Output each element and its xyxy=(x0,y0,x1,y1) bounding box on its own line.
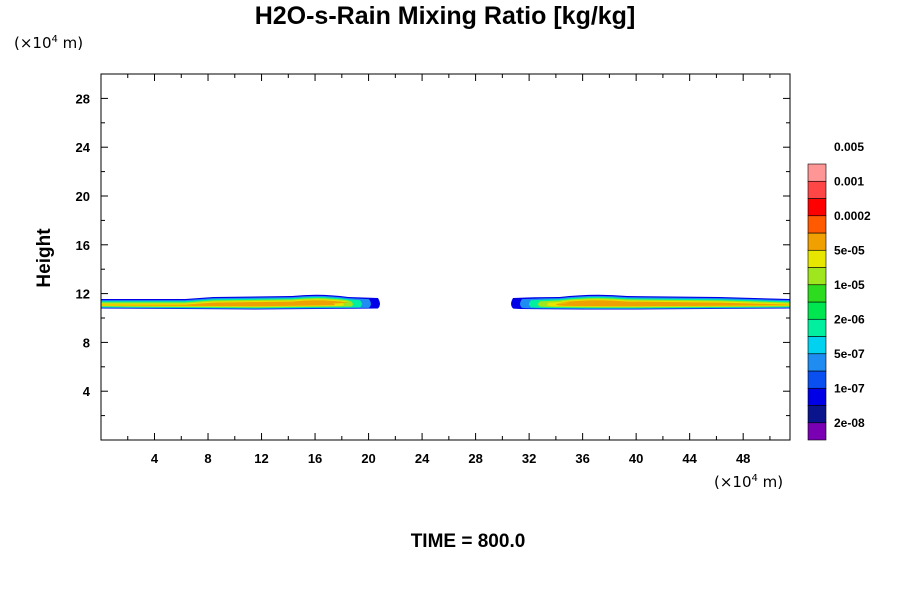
colorbar-swatch xyxy=(807,370,827,389)
colorbar-swatch xyxy=(807,284,827,303)
colorbar-swatch xyxy=(807,422,827,441)
plot-frame xyxy=(100,73,791,441)
colorbar-label: 0.001 xyxy=(834,174,864,188)
y-tick-label: 16 xyxy=(76,238,90,253)
x-tick-label: 32 xyxy=(522,451,536,466)
colorbar-swatch xyxy=(807,267,827,286)
colorbar-swatch xyxy=(807,249,827,268)
colorbar-swatch xyxy=(807,387,827,406)
y-axis-label: Height xyxy=(34,228,55,288)
chart-title: H2O-s-Rain Mixing Ratio [kg/kg] xyxy=(254,2,636,30)
colorbar-label: 2e-08 xyxy=(834,416,865,430)
x-tick-label: 16 xyxy=(308,451,322,466)
colorbar-swatch xyxy=(807,198,827,217)
colorbar-swatch xyxy=(807,318,827,337)
colorbar-swatch xyxy=(807,215,827,234)
y-axis-unit: (×104 m) xyxy=(14,34,84,52)
x-tick-label: 24 xyxy=(415,451,430,466)
x-tick-label: 8 xyxy=(204,451,211,466)
x-axis-unit: (×104 m) xyxy=(714,473,784,491)
colorbar-swatch xyxy=(807,163,827,182)
x-tick-label: 4 xyxy=(151,451,159,466)
y-tick-label: 28 xyxy=(76,91,90,106)
y-tick-label: 20 xyxy=(76,189,90,204)
colorbar: 2e-08 1e-07 5e-07 2e-06 1e-05 5e-05 0.0002 0.00… xyxy=(807,140,871,441)
x-tick-label: 36 xyxy=(575,451,589,466)
colorbar-swatch xyxy=(807,232,827,251)
colorbar-label: 1e-05 xyxy=(834,278,865,292)
y-tick-label: 24 xyxy=(76,140,91,155)
x-tick-label: 44 xyxy=(682,451,697,466)
colorbar-label: 5e-07 xyxy=(834,347,865,361)
x-tick-label: 28 xyxy=(468,451,482,466)
time-label: TIME = 800.0 xyxy=(410,531,526,552)
colorbar-label: 1e-07 xyxy=(834,381,865,395)
colorbar-swatch xyxy=(807,180,827,199)
colorbar-label: 5e-05 xyxy=(834,243,865,257)
colorbar-swatch xyxy=(807,301,827,320)
y-tick-label: 4 xyxy=(83,384,91,399)
x-tick-label: 40 xyxy=(629,451,643,466)
y-tick-label: 8 xyxy=(83,335,90,350)
colorbar-swatch xyxy=(807,336,827,355)
contour-layer xyxy=(101,294,790,310)
x-tick-label: 20 xyxy=(361,451,375,466)
x-tick-label: 48 xyxy=(736,451,750,466)
contour-band xyxy=(556,300,790,307)
colorbar-label: 2e-06 xyxy=(834,312,865,326)
colorbar-label: 0.005 xyxy=(834,140,864,154)
colorbar-label: 0.0002 xyxy=(834,209,871,223)
y-tick-label: 12 xyxy=(76,287,90,302)
x-tick-label: 12 xyxy=(254,451,268,466)
colorbar-swatch xyxy=(807,405,827,424)
colorbar-swatch xyxy=(807,353,827,372)
contour-band xyxy=(101,300,349,307)
